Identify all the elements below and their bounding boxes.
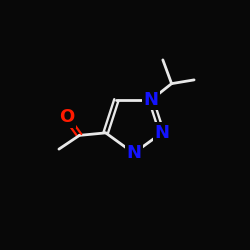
Text: N: N (126, 144, 141, 162)
Text: N: N (144, 91, 158, 109)
Text: O: O (59, 108, 74, 126)
Text: N: N (154, 124, 169, 142)
